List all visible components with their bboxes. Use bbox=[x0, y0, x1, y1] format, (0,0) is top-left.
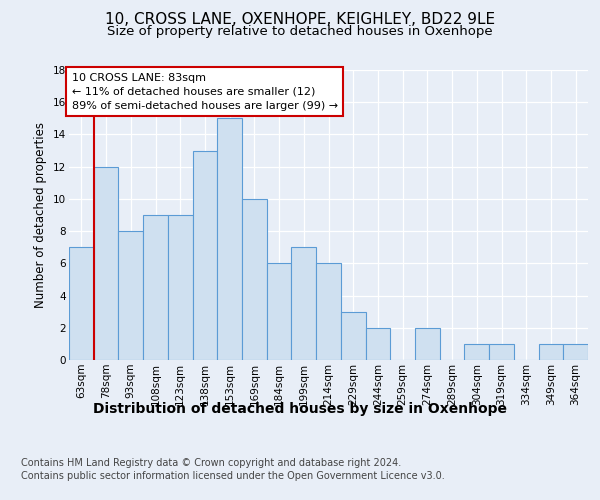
Bar bbox=[267, 264, 292, 360]
Bar bbox=[217, 118, 242, 360]
Bar bbox=[292, 247, 316, 360]
Text: Contains public sector information licensed under the Open Government Licence v3: Contains public sector information licen… bbox=[21, 471, 445, 481]
Bar bbox=[242, 199, 267, 360]
Bar bbox=[415, 328, 440, 360]
Text: Distribution of detached houses by size in Oxenhope: Distribution of detached houses by size … bbox=[93, 402, 507, 416]
Bar bbox=[94, 166, 118, 360]
Bar bbox=[464, 344, 489, 360]
Y-axis label: Number of detached properties: Number of detached properties bbox=[34, 122, 47, 308]
Bar bbox=[365, 328, 390, 360]
Bar bbox=[563, 344, 588, 360]
Text: Size of property relative to detached houses in Oxenhope: Size of property relative to detached ho… bbox=[107, 25, 493, 38]
Text: 10, CROSS LANE, OXENHOPE, KEIGHLEY, BD22 9LE: 10, CROSS LANE, OXENHOPE, KEIGHLEY, BD22… bbox=[105, 12, 495, 28]
Bar bbox=[143, 215, 168, 360]
Text: 10 CROSS LANE: 83sqm
← 11% of detached houses are smaller (12)
89% of semi-detac: 10 CROSS LANE: 83sqm ← 11% of detached h… bbox=[71, 73, 338, 111]
Bar bbox=[539, 344, 563, 360]
Text: Contains HM Land Registry data © Crown copyright and database right 2024.: Contains HM Land Registry data © Crown c… bbox=[21, 458, 401, 468]
Bar bbox=[69, 247, 94, 360]
Bar bbox=[489, 344, 514, 360]
Bar bbox=[316, 264, 341, 360]
Bar bbox=[118, 231, 143, 360]
Bar bbox=[193, 150, 217, 360]
Bar bbox=[168, 215, 193, 360]
Bar bbox=[341, 312, 365, 360]
